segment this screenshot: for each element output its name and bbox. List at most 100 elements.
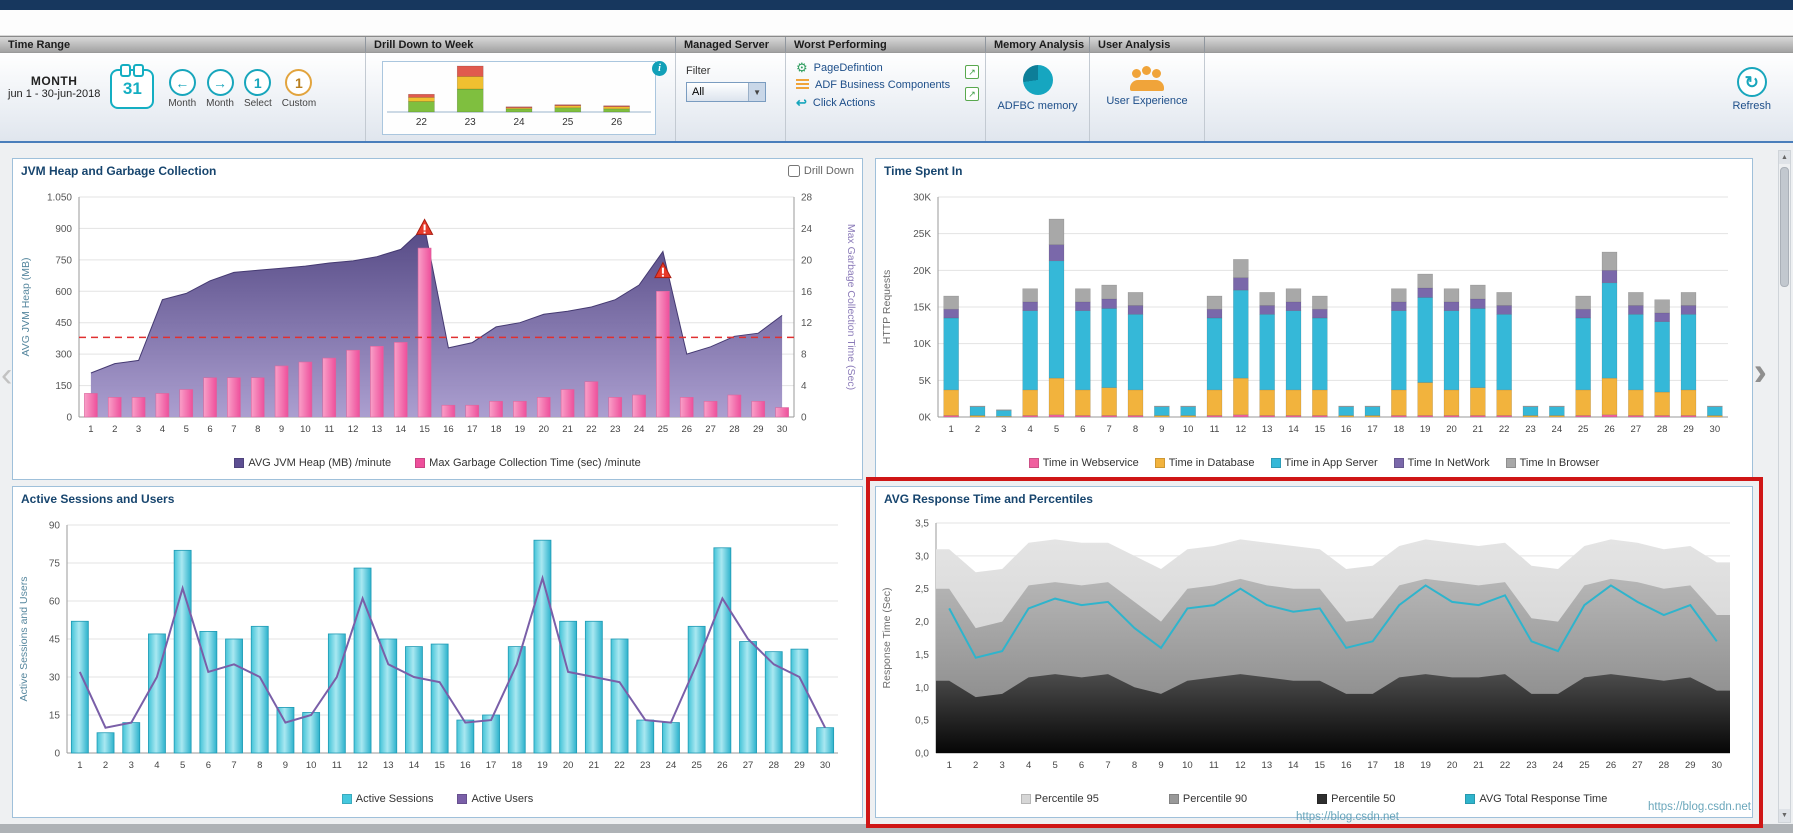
adfbc-memory-button[interactable]: ADFBC memory (986, 65, 1089, 112)
link-adf-business-components[interactable]: ADF Business Components (796, 79, 985, 91)
svg-text:3: 3 (1001, 424, 1006, 435)
svg-text:29: 29 (753, 424, 764, 435)
svg-text:15: 15 (1314, 760, 1325, 771)
scroll-down-arrow[interactable]: ▼ (1779, 809, 1790, 822)
svg-text:21: 21 (589, 760, 600, 771)
header-time-range: Time Range (0, 37, 366, 52)
svg-text:4: 4 (801, 381, 807, 392)
adfbc-memory-label: ADFBC memory (997, 100, 1078, 112)
svg-text:19: 19 (515, 424, 526, 435)
svg-text:20: 20 (1446, 424, 1457, 435)
svg-text:14: 14 (1288, 424, 1299, 435)
carousel-left-chevron[interactable]: ‹ (1, 356, 13, 394)
svg-text:0: 0 (54, 749, 60, 760)
sessions-chart: 0 15 30 45 60 75 90 1 2 3 4 5 6 7 8 9 10 11 12 13 14 15 16 17 18… (13, 511, 862, 792)
svg-text:24: 24 (1552, 424, 1563, 435)
svg-text:75: 75 (49, 559, 61, 570)
legend-label: AVG Total Response Time (1479, 793, 1608, 805)
drill-week-mini-chart[interactable]: 22 23 24 25 26 (382, 61, 656, 135)
svg-text:28: 28 (801, 193, 813, 204)
svg-text:18: 18 (491, 424, 502, 435)
svg-text:20K: 20K (913, 266, 931, 277)
top-band (0, 10, 1793, 36)
legend-item: Max Garbage Collection Time (sec) /minut… (415, 457, 641, 469)
svg-text:27: 27 (705, 424, 716, 435)
svg-text:11: 11 (332, 760, 342, 771)
svg-text:4: 4 (154, 760, 159, 771)
svg-text:29: 29 (1683, 424, 1694, 435)
svg-text:12: 12 (801, 318, 813, 329)
svg-text:1,0: 1,0 (915, 683, 929, 694)
svg-text:22: 22 (1499, 424, 1510, 435)
drill-week-svg: 22 23 24 25 26 (387, 65, 651, 128)
external-link-icon[interactable]: ↗ (965, 65, 979, 79)
svg-text:14: 14 (409, 760, 420, 771)
legend-item: AVG JVM Heap (MB) /minute (234, 457, 391, 469)
user-experience-button[interactable]: User Experience (1090, 66, 1204, 107)
svg-text:9: 9 (283, 760, 288, 771)
link-pagedefinition[interactable]: ⚙ PageDefintion (796, 61, 985, 74)
drill-down-week-section: 22 23 24 25 26 i (366, 53, 676, 141)
memory-analysis-section: ADFBC memory (986, 53, 1090, 141)
adf-business-components-label: ADF Business Components (815, 79, 951, 91)
svg-text:1: 1 (88, 424, 93, 435)
svg-text:15: 15 (1315, 424, 1326, 435)
svg-text:5: 5 (180, 760, 185, 771)
filter-selected-value: All (692, 86, 705, 98)
svg-text:3: 3 (129, 760, 134, 771)
drilldown-checkbox[interactable] (787, 165, 800, 177)
header-drill-down-to-week: Drill Down to Week (366, 37, 676, 52)
server-filter-dropdown[interactable]: All ▼ (686, 82, 766, 102)
custom-date-button[interactable]: 1 Custom (282, 69, 316, 109)
external-link-icon[interactable]: ↗ (965, 87, 979, 101)
scroll-thumb[interactable] (1780, 167, 1789, 287)
svg-text:21: 21 (1473, 760, 1484, 771)
svg-text:1: 1 (947, 760, 952, 771)
next-month-button[interactable]: → Month (206, 69, 234, 109)
legend-swatch (457, 794, 468, 804)
svg-text:3: 3 (1000, 760, 1005, 771)
svg-text:28: 28 (1657, 424, 1668, 435)
svg-text:11: 11 (1209, 760, 1219, 771)
info-icon[interactable]: i (652, 61, 667, 76)
panel-title-jvm: JVM Heap and Garbage Collection (21, 164, 217, 178)
prev-month-button[interactable]: ← Month (168, 69, 196, 109)
carousel-right-chevron[interactable]: › (1753, 350, 1767, 394)
gear-icon: ⚙ (796, 60, 808, 75)
svg-text:27: 27 (743, 760, 754, 771)
svg-text:24: 24 (634, 424, 645, 435)
svg-text:25K: 25K (913, 229, 931, 240)
svg-text:9: 9 (1158, 760, 1163, 771)
svg-text:19: 19 (1420, 760, 1431, 771)
svg-text:600: 600 (55, 287, 72, 298)
svg-text:7: 7 (1105, 760, 1110, 771)
svg-text:30: 30 (1711, 760, 1722, 771)
svg-text:7: 7 (231, 424, 236, 435)
vertical-scrollbar[interactable]: ▲ ▼ (1778, 150, 1791, 823)
svg-text:2: 2 (103, 760, 108, 771)
svg-text:19: 19 (537, 760, 548, 771)
legend-item: Percentile 95 (1020, 793, 1099, 805)
svg-text:10: 10 (1183, 424, 1194, 435)
svg-text:0,0: 0,0 (915, 749, 929, 760)
select-date-button[interactable]: 1 Select (244, 69, 272, 109)
scroll-up-arrow[interactable]: ▲ (1779, 151, 1790, 164)
svg-text:26: 26 (1606, 760, 1617, 771)
calendar-icon[interactable]: 31 (110, 64, 155, 109)
svg-text:27: 27 (1631, 424, 1642, 435)
sessions-legend: Active Sessions Active Users (13, 793, 862, 805)
refresh-button[interactable]: ↻ Refresh (1732, 67, 1771, 112)
svg-text:15K: 15K (913, 303, 931, 314)
svg-text:11: 11 (324, 424, 334, 435)
svg-text:HTTP Requests: HTTP Requests (881, 270, 893, 345)
reply-arrow-icon: ↩ (796, 95, 807, 110)
svg-text:5K: 5K (919, 376, 932, 387)
watermark: https://blog.csdn.net (1296, 811, 1399, 823)
link-click-actions[interactable]: ↩ Click Actions (796, 96, 985, 109)
svg-text:20: 20 (801, 255, 813, 266)
svg-text:29: 29 (794, 760, 805, 771)
svg-text:90: 90 (49, 521, 61, 532)
user-experience-label: User Experience (1106, 95, 1188, 107)
svg-text:16: 16 (1341, 424, 1352, 435)
legend-item: Time In NetWork (1393, 457, 1490, 469)
